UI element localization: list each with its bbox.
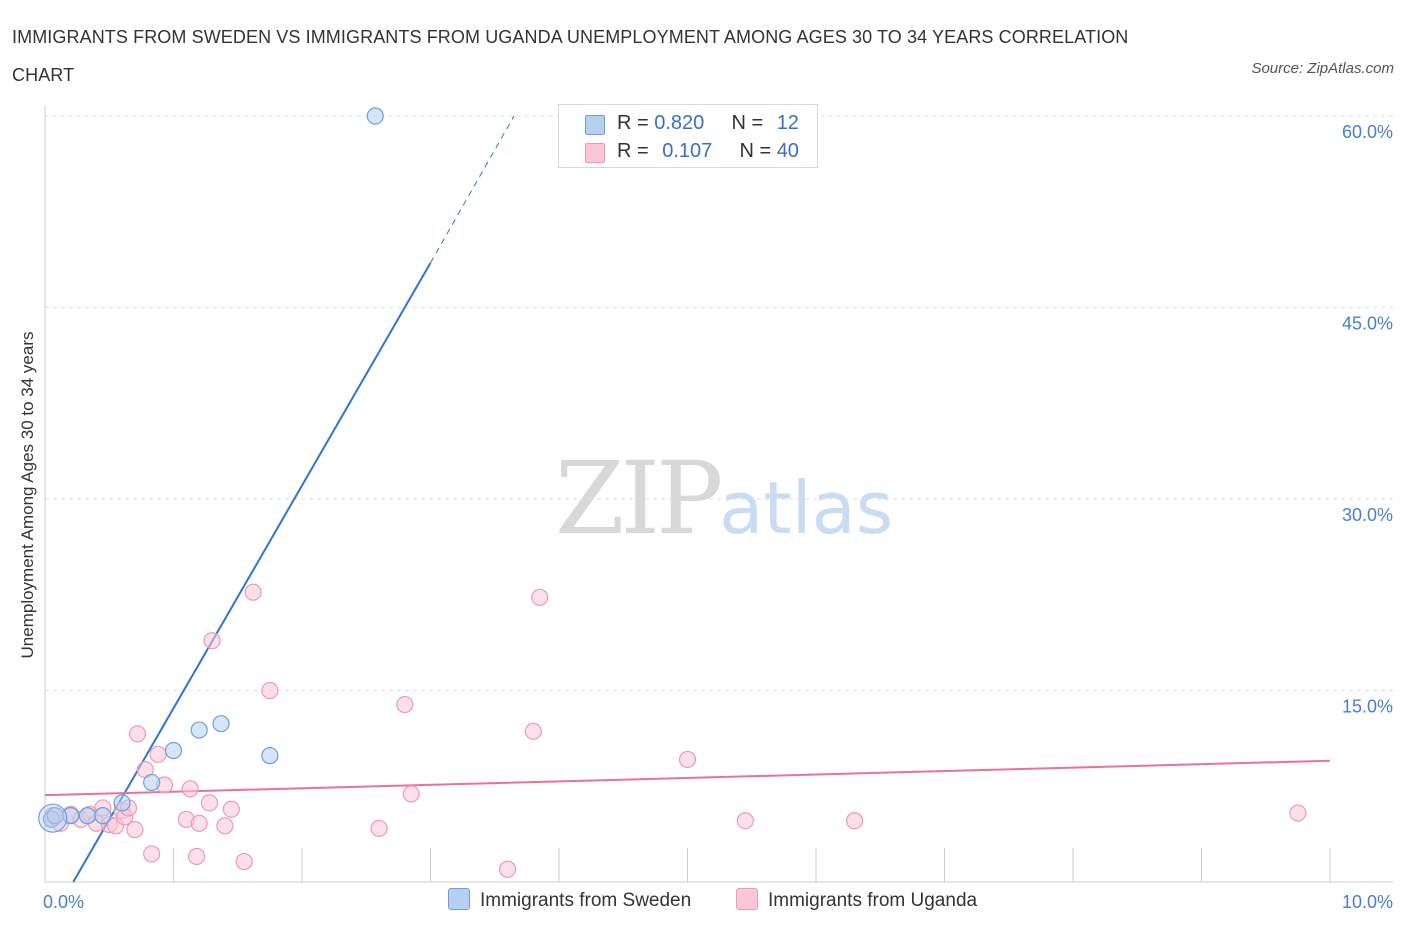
legend-n-label: N = xyxy=(739,140,777,162)
uganda-point xyxy=(188,847,206,866)
tick-labels: 15.0% 30.0% 45.0% 60.0% 0.0% 10.0% xyxy=(43,122,1393,912)
uganda-point xyxy=(190,814,208,832)
uganda-point xyxy=(736,812,754,830)
uganda-point xyxy=(531,588,549,606)
sweden-point xyxy=(94,807,112,825)
y-tick-label: 30.0% xyxy=(1342,505,1393,525)
x-tick-label: 10.0% xyxy=(1342,892,1393,912)
uganda-point xyxy=(222,800,240,818)
uganda-point xyxy=(181,780,199,798)
sweden-point xyxy=(366,107,384,125)
sweden-legend-label: Immigrants from Sweden xyxy=(480,890,692,911)
uganda-point xyxy=(149,745,167,763)
uganda-point xyxy=(499,860,517,878)
y-tick-label: 60.0% xyxy=(1342,122,1393,142)
sweden-cluster-point xyxy=(38,803,68,833)
legend-r-label: R = xyxy=(617,112,655,134)
uganda-point xyxy=(845,812,864,830)
uganda-point xyxy=(200,794,219,812)
uganda-point xyxy=(203,632,221,650)
bottom-legend-sweden: Immigrants from Sweden xyxy=(448,888,691,912)
uganda-point xyxy=(524,722,542,740)
uganda-point xyxy=(1289,804,1307,822)
axes xyxy=(44,106,1393,883)
sweden-trend-line xyxy=(72,262,432,883)
sweden-point xyxy=(143,773,161,792)
legend-r-value-sweden: 0.820 xyxy=(654,112,705,134)
uganda-point xyxy=(370,819,388,837)
uganda-point xyxy=(261,681,279,700)
x-tick-label: 0.0% xyxy=(43,892,84,912)
sweden-point xyxy=(78,807,97,825)
data-points xyxy=(38,107,1307,878)
uganda-point xyxy=(244,583,262,601)
uganda-point xyxy=(402,785,420,803)
chart-title: IMMIGRANTS FROM SWEDEN VS IMMIGRANTS FRO… xyxy=(12,27,1129,85)
legend-r-value-uganda: 0.107 xyxy=(662,140,713,162)
correlation-legend: R = 0.820 N = 12 R = 0.107 N = 40 xyxy=(558,104,818,168)
sweden-legend-swatch xyxy=(448,888,470,910)
sweden-point xyxy=(190,721,208,739)
legend-n-value-uganda: 40 xyxy=(776,140,799,162)
uganda-point xyxy=(678,750,697,769)
sweden-point xyxy=(113,794,131,812)
legend-n-value-sweden: 12 xyxy=(776,112,799,134)
y-axis-label: Unemployment Among Ages 30 to 34 years xyxy=(18,331,37,659)
sweden-swatch xyxy=(585,115,605,135)
source-label: Source: ZipAtlas.com xyxy=(1251,60,1394,77)
uganda-swatch xyxy=(585,143,605,163)
legend-r-label: R = xyxy=(617,140,655,162)
uganda-point xyxy=(235,852,253,871)
grid-lines xyxy=(45,115,1393,691)
uganda-point xyxy=(396,695,414,714)
bottom-legend-uganda: Immigrants from Uganda xyxy=(736,888,977,912)
sweden-point xyxy=(261,747,279,765)
uganda-point xyxy=(216,817,234,835)
trend-lines xyxy=(44,115,1331,883)
sweden-point xyxy=(212,715,230,733)
uganda-legend-swatch xyxy=(736,888,758,910)
uganda-legend-label: Immigrants from Uganda xyxy=(768,890,978,911)
y-tick-label: 45.0% xyxy=(1342,314,1393,334)
sweden-point xyxy=(164,741,183,760)
uganda-trend-line xyxy=(44,759,1331,797)
uganda-point xyxy=(128,725,147,743)
watermark-atlas: atlas xyxy=(719,466,894,550)
y-tick-label: 15.0% xyxy=(1342,697,1393,717)
sweden-trend-extension xyxy=(430,115,515,264)
uganda-point xyxy=(126,821,144,839)
uganda-point xyxy=(143,845,161,863)
legend-n-label: N = xyxy=(731,112,769,134)
